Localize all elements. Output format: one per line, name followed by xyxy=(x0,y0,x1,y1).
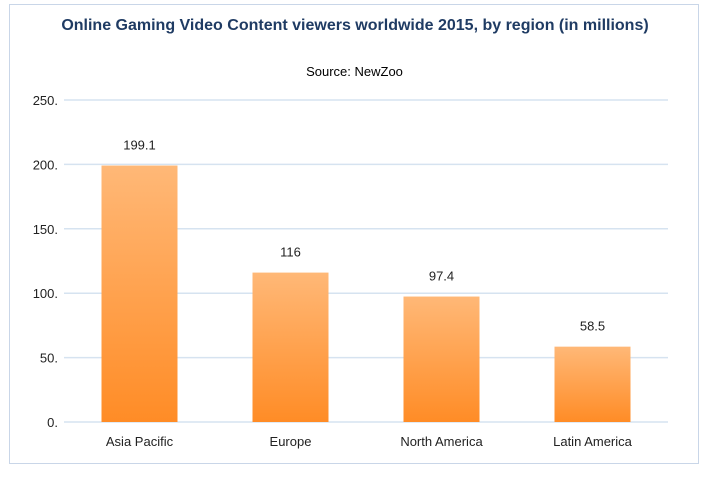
bar-north-america xyxy=(403,296,480,422)
y-tick-label: 0. xyxy=(47,415,58,430)
chart-title: Online Gaming Video Content viewers worl… xyxy=(61,17,649,34)
bar-latin-america xyxy=(554,346,631,422)
bar-europe xyxy=(252,272,329,422)
y-tick-label: 250. xyxy=(33,93,58,108)
chart-subtitle: Source: NewZoo xyxy=(306,64,403,79)
data-labels: 199.1 116 97.4 58.5 xyxy=(123,138,605,334)
x-tick-label: Europe xyxy=(270,434,312,449)
y-tick-label: 50. xyxy=(40,351,58,366)
x-tick-label: North America xyxy=(400,434,483,449)
y-axis-ticks: 0. 50. 100. 150. 200. 250. xyxy=(33,93,58,430)
y-tick-label: 200. xyxy=(33,157,58,172)
bar-asia-pacific xyxy=(101,165,178,422)
x-axis-ticks: Asia Pacific Europe North America Latin Ame… xyxy=(106,434,633,449)
data-label: 199.1 xyxy=(123,138,156,153)
data-label: 116 xyxy=(280,245,301,260)
x-tick-label: Latin America xyxy=(553,434,633,449)
data-label: 97.4 xyxy=(429,269,454,284)
bars xyxy=(101,165,631,422)
y-tick-label: 100. xyxy=(33,286,58,301)
x-tick-label: Asia Pacific xyxy=(106,434,174,449)
y-tick-label: 150. xyxy=(33,222,58,237)
data-label: 58.5 xyxy=(580,319,605,334)
